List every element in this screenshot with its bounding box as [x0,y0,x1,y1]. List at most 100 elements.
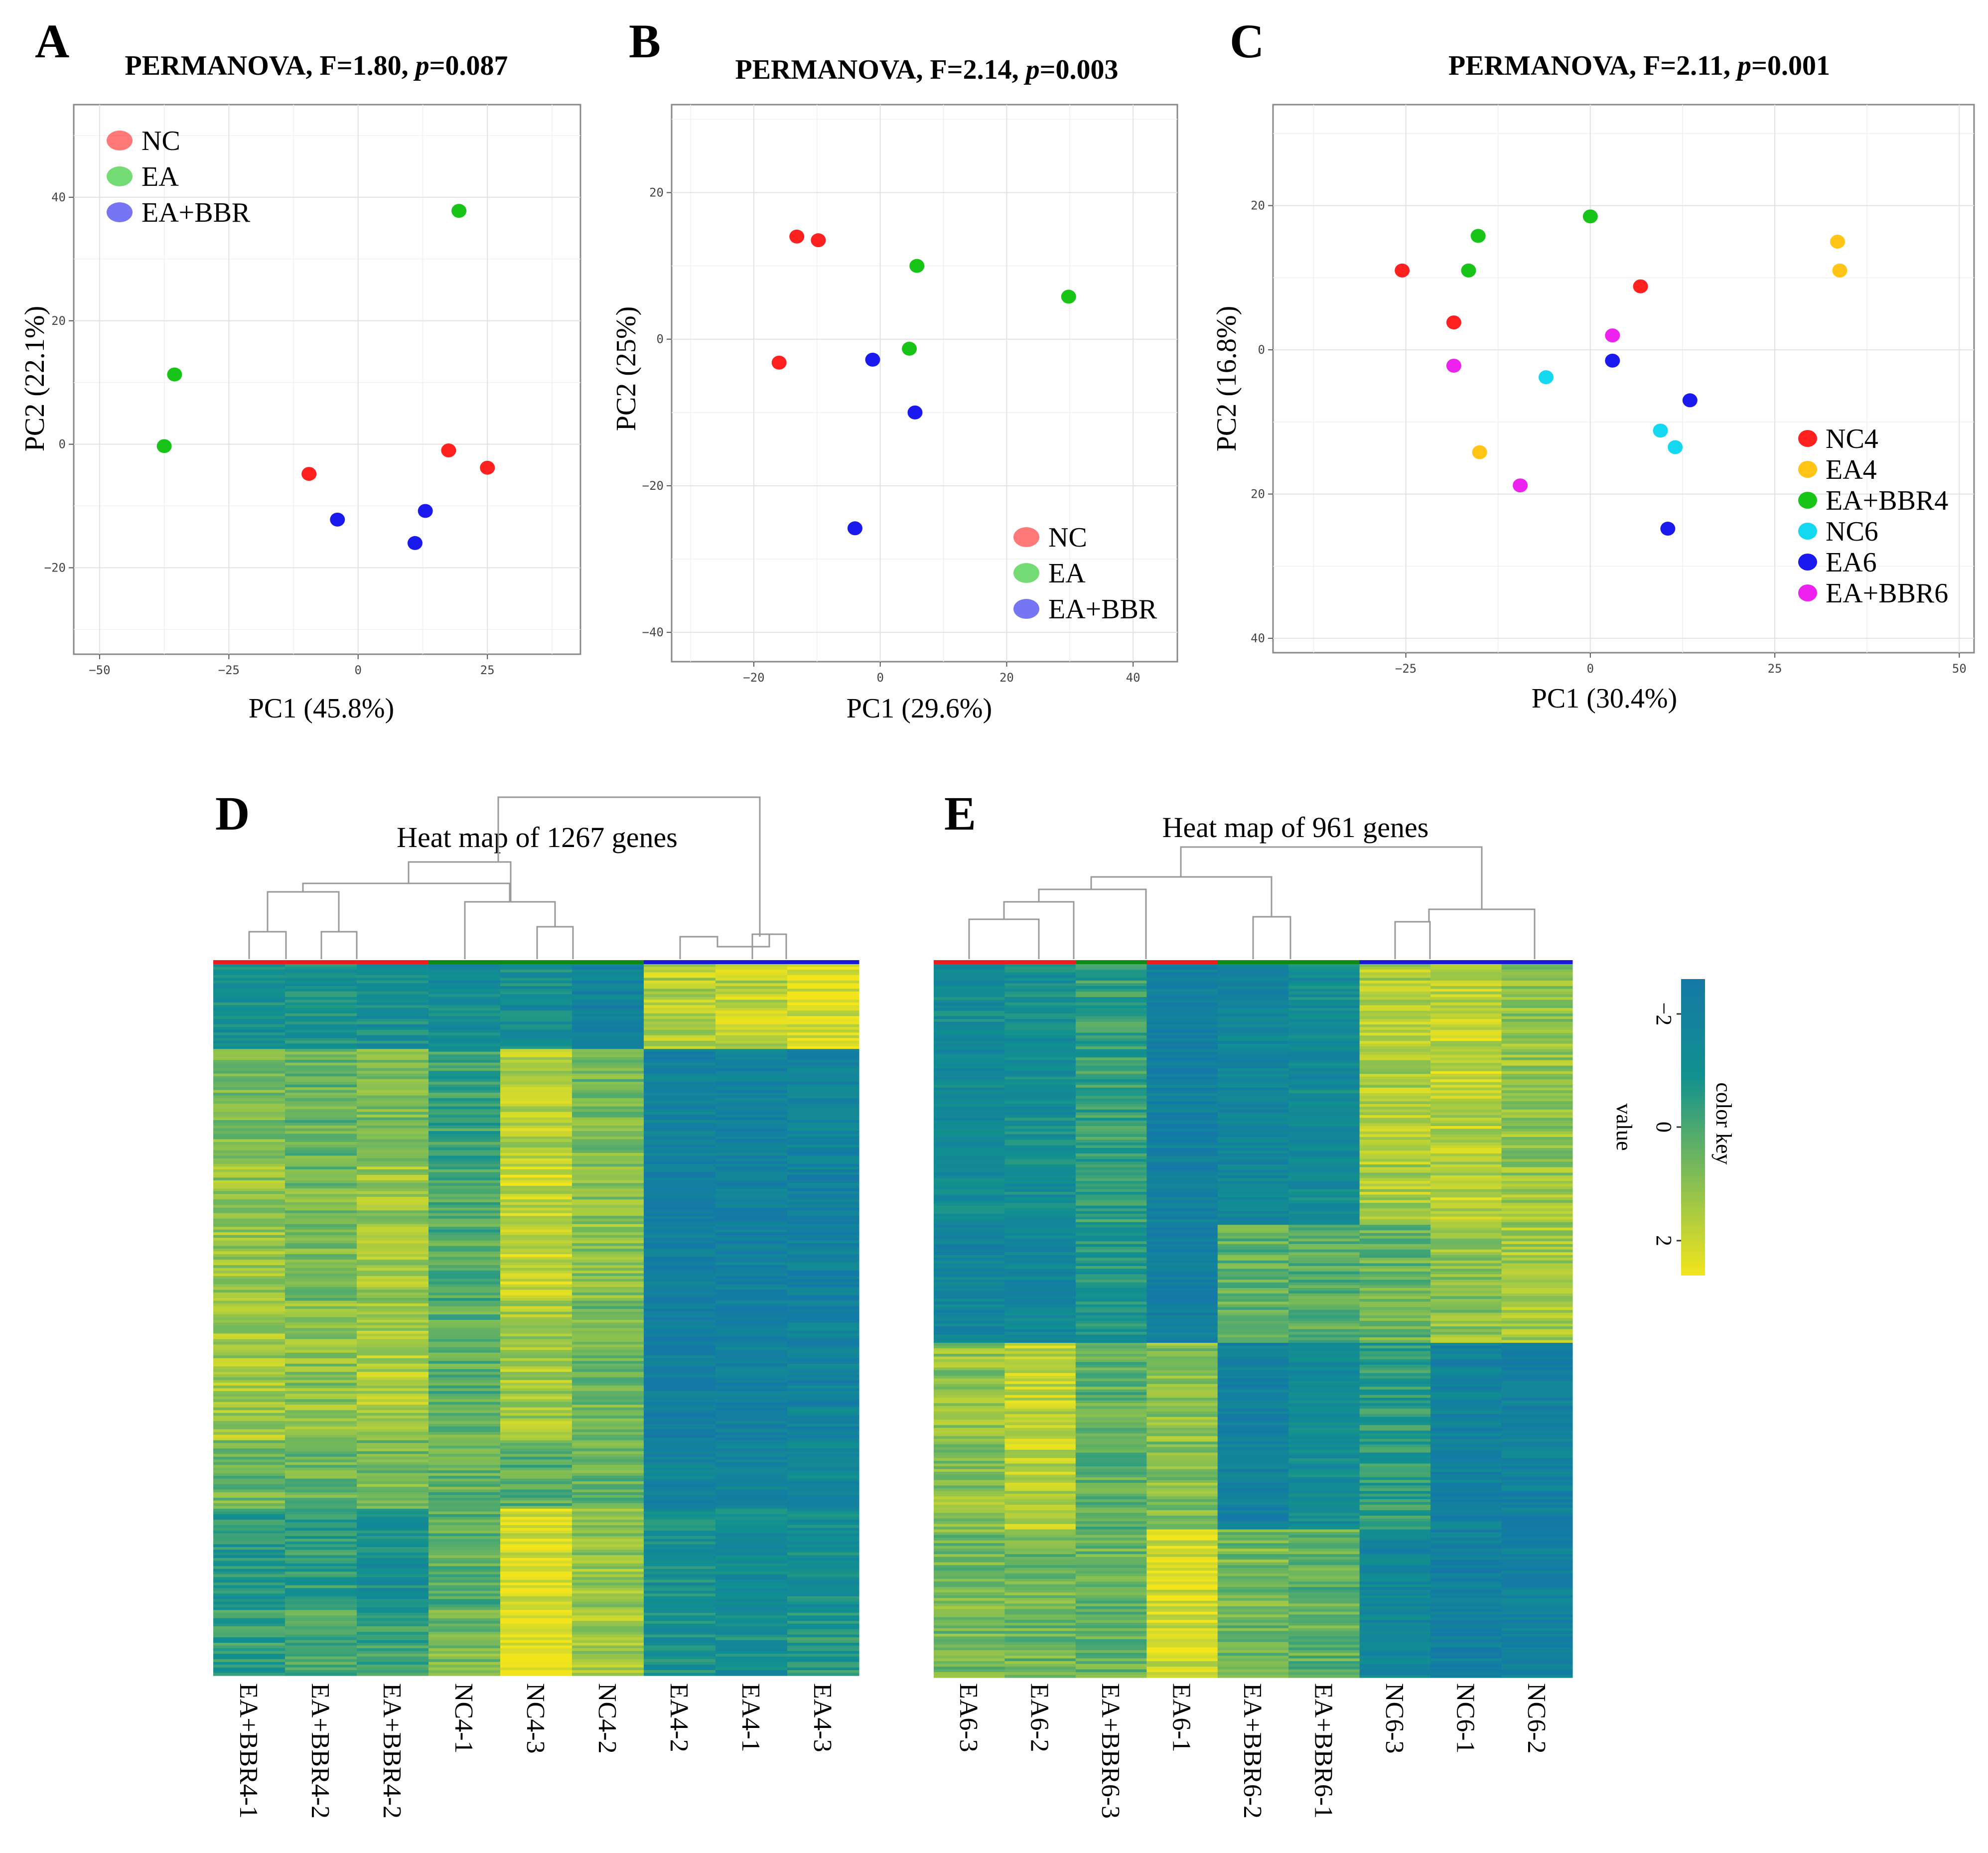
heatmap-cell [1146,1321,1218,1324]
heatmap-cell [934,1312,1005,1316]
heatmap-cell [1501,981,1573,984]
heatmap-cell [1146,1485,1218,1489]
heatmap-cell [1288,1035,1360,1039]
heatmap-cell [1430,1280,1502,1283]
heatmap-cell [715,1268,788,1271]
heatmap-cell [1359,1052,1431,1055]
heatmap-cell [1146,1389,1218,1393]
heatmap-cell [934,1417,1005,1420]
heatmap-cell [428,1394,501,1397]
heatmap-cell [357,1185,429,1189]
heatmap-cell [934,1252,1005,1256]
heatmap-cell [644,969,716,973]
heatmap-cell [1004,1420,1076,1423]
heatmap-cell [1004,1318,1076,1321]
heatmap-cell [1075,1650,1147,1654]
heatmap-cell [715,1128,788,1132]
heatmap-cell [1359,1417,1431,1420]
heatmap-cell [1288,1013,1360,1017]
heatmap-cell [285,1347,357,1351]
heatmap-cell [1430,1101,1502,1105]
heatmap-cell [787,964,859,968]
heatmap-cell [1501,1653,1573,1656]
heatmap-cell [787,1115,859,1118]
heatmap-cell [787,1437,859,1441]
heatmap-cell [787,986,859,990]
heatmap-cell [644,1596,716,1599]
heatmap-cell [1359,1455,1431,1458]
heatmap-cell [1359,1266,1431,1269]
heatmap-cell [1359,1021,1431,1025]
heatmap-cell [285,1673,357,1676]
heatmap-cell [644,1317,716,1320]
heatmap-cell [1146,1570,1218,1574]
heatmap-cell [787,1544,859,1548]
heatmap-cell [644,1251,716,1255]
heatmap-cell [213,1330,285,1334]
heatmap-cell [715,1440,788,1443]
heatmap-cell [1359,1340,1431,1343]
heatmap-cell [934,1458,1005,1461]
heatmap-cell [285,1205,357,1208]
heatmap-cell [1430,1398,1502,1401]
heatmap-cell [1430,1493,1502,1497]
heatmap-cell [572,1257,644,1260]
heatmap-cell [1288,989,1360,992]
heatmap-cell [1004,1065,1076,1069]
heatmap-cell [1004,1236,1076,1239]
heatmap-cell [644,1374,716,1378]
heatmap-cell [644,1478,716,1482]
heatmap-cell [1217,1131,1289,1135]
heatmap-cell [1359,1562,1431,1566]
heatmap-cell [285,1421,357,1425]
heatmap-cell [1004,1290,1076,1294]
heatmap-cell [787,1380,859,1383]
heatmap-cell [1359,1611,1431,1615]
heatmap-cell [1430,1505,1502,1508]
heatmap-cell [715,1188,788,1192]
heatmap-cell [213,1282,285,1285]
heatmap-cell [213,1205,285,1208]
heatmap-cell [500,1612,572,1616]
heatmap-cell [1146,1365,1218,1368]
heatmap-cell [715,1418,788,1422]
heatmap-cell [1217,1661,1289,1665]
heatmap-cell [1146,1019,1218,1022]
heatmap-cell [1075,1120,1147,1124]
heatmap-cell [1501,1087,1573,1091]
heatmap-cell [715,1333,788,1337]
heatmap-cell [787,1147,859,1151]
heatmap-cell [572,1434,644,1438]
heatmap-cell [644,1558,716,1561]
heatmap-cell [787,1508,859,1512]
heatmap-cell [715,1062,788,1066]
heatmap-cell [1501,1156,1573,1159]
heatmap-cell [1004,1287,1076,1291]
heatmap-cell [428,1500,501,1504]
heatmap-cell [1430,1137,1502,1140]
heatmap-cell [1004,1131,1076,1135]
heatmap-cell [715,1273,788,1277]
heatmap-cell [213,1016,285,1019]
heatmap-cell [500,1566,572,1569]
heatmap-cell [1288,975,1360,979]
heatmap-cell [285,1416,357,1419]
heatmap-cell [213,1131,285,1135]
heatmap-cell [285,1607,357,1610]
heatmap-cell [1288,997,1360,1000]
heatmap-cell [787,1369,859,1372]
heatmap-cell [1146,1156,1218,1159]
heatmap-cell [1430,1214,1502,1217]
heatmap-cell [500,1262,572,1266]
heatmap-cell [1359,992,1431,995]
heatmap-cell [213,1013,285,1016]
heatmap-cell [1359,975,1431,979]
heatmap-cell [715,1536,788,1539]
heatmap-cell [787,1199,859,1203]
heatmap-cell [572,1112,644,1115]
heatmap-cell [572,1139,644,1142]
heatmap-cell [500,1394,572,1397]
heatmap-cell [1288,1666,1360,1670]
heatmap-cell [715,1303,788,1307]
heatmap-cell [285,1287,357,1290]
